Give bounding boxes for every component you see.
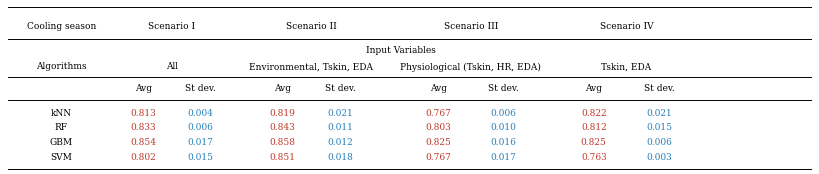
Text: kNN: kNN xyxy=(51,109,72,118)
Text: All: All xyxy=(166,62,178,72)
Text: Avg: Avg xyxy=(135,84,152,93)
Text: 0.011: 0.011 xyxy=(327,123,353,132)
Text: 0.812: 0.812 xyxy=(581,123,607,132)
Text: 0.763: 0.763 xyxy=(581,153,607,162)
Text: Algorithms: Algorithms xyxy=(36,62,87,72)
Text: 0.843: 0.843 xyxy=(269,123,296,132)
Text: 0.003: 0.003 xyxy=(646,153,672,162)
Text: 0.825: 0.825 xyxy=(581,138,607,147)
Text: Tskin, EDA: Tskin, EDA xyxy=(601,62,652,72)
Text: 0.010: 0.010 xyxy=(491,123,517,132)
Text: 0.803: 0.803 xyxy=(425,123,451,132)
Text: Avg: Avg xyxy=(586,84,602,93)
Text: 0.006: 0.006 xyxy=(646,138,672,147)
Text: Input Variables: Input Variables xyxy=(366,46,437,55)
Text: GBM: GBM xyxy=(50,138,73,147)
Text: Scenario III: Scenario III xyxy=(444,22,498,31)
Text: Cooling season: Cooling season xyxy=(27,22,96,31)
Text: 0.021: 0.021 xyxy=(646,109,672,118)
Text: 0.021: 0.021 xyxy=(327,109,353,118)
Text: 0.819: 0.819 xyxy=(269,109,296,118)
Text: St dev.: St dev. xyxy=(488,84,519,93)
Text: Scenario IV: Scenario IV xyxy=(600,22,654,31)
Text: St dev.: St dev. xyxy=(324,84,355,93)
Text: 0.858: 0.858 xyxy=(269,138,296,147)
Text: 0.802: 0.802 xyxy=(130,153,156,162)
Text: 0.004: 0.004 xyxy=(188,109,214,118)
Text: 0.006: 0.006 xyxy=(188,123,214,132)
Text: 0.016: 0.016 xyxy=(491,138,517,147)
Text: 0.767: 0.767 xyxy=(425,153,451,162)
Text: 0.015: 0.015 xyxy=(188,153,214,162)
Text: 0.015: 0.015 xyxy=(646,123,672,132)
Text: SVM: SVM xyxy=(51,153,72,162)
Text: 0.018: 0.018 xyxy=(327,153,353,162)
Text: 0.833: 0.833 xyxy=(130,123,156,132)
Text: RF: RF xyxy=(55,123,68,132)
Text: 0.017: 0.017 xyxy=(188,138,214,147)
Text: 0.822: 0.822 xyxy=(581,109,607,118)
Text: Scenario I: Scenario I xyxy=(148,22,196,31)
Text: 0.854: 0.854 xyxy=(130,138,156,147)
Text: 0.012: 0.012 xyxy=(327,138,353,147)
Text: 0.767: 0.767 xyxy=(425,109,451,118)
Text: Scenario II: Scenario II xyxy=(286,22,337,31)
Text: 0.813: 0.813 xyxy=(130,109,156,118)
Text: 0.017: 0.017 xyxy=(491,153,517,162)
Text: Environmental, Tskin, EDA: Environmental, Tskin, EDA xyxy=(249,62,373,72)
Text: 0.825: 0.825 xyxy=(425,138,451,147)
Text: 0.006: 0.006 xyxy=(491,109,517,118)
Text: St dev.: St dev. xyxy=(644,84,675,93)
Text: Avg: Avg xyxy=(274,84,291,93)
Text: Physiological (Tskin, HR, EDA): Physiological (Tskin, HR, EDA) xyxy=(400,62,541,72)
Text: 0.851: 0.851 xyxy=(269,153,296,162)
Text: St dev.: St dev. xyxy=(185,84,216,93)
Text: Avg: Avg xyxy=(430,84,446,93)
